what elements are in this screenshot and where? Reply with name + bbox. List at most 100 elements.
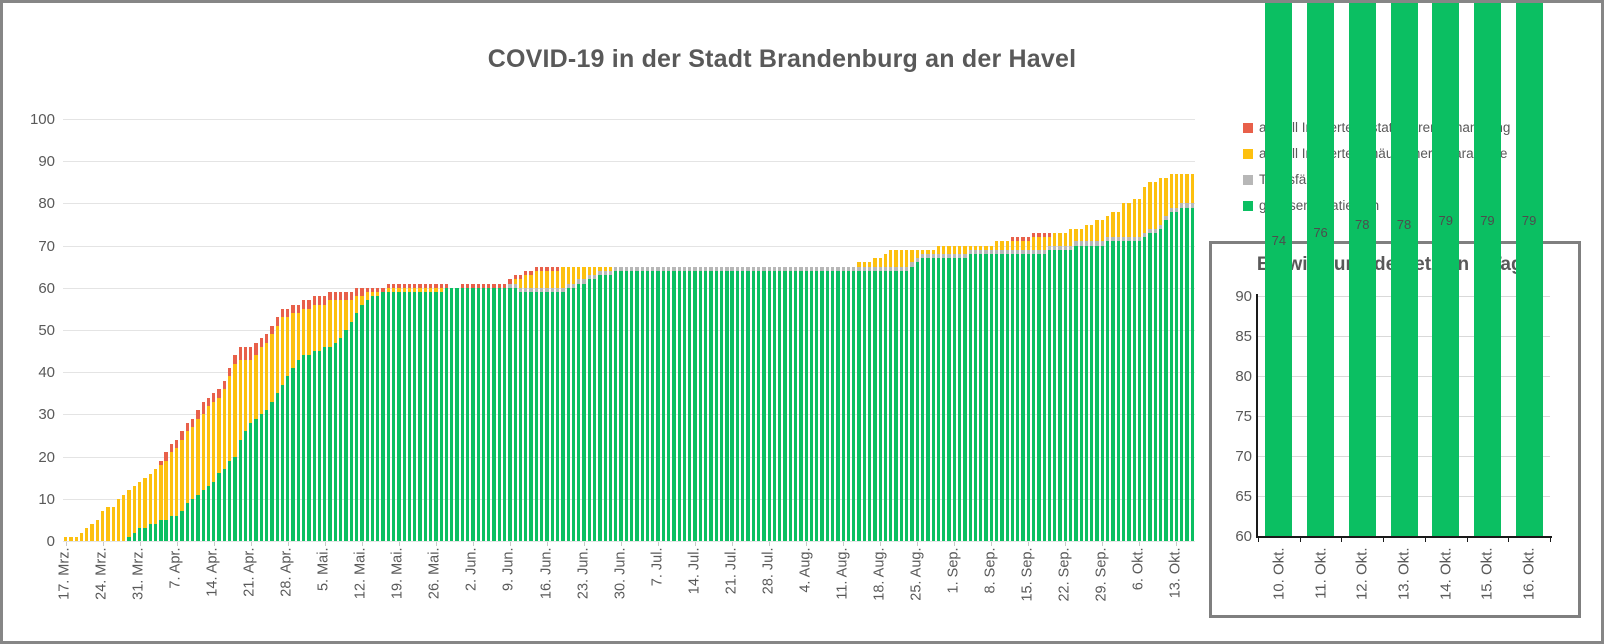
bar-segment — [376, 296, 380, 541]
bar-segment — [624, 266, 628, 271]
bar-segment — [1116, 241, 1120, 541]
bar-segment — [1032, 237, 1036, 250]
bar-segment — [238, 346, 242, 360]
bar-segment — [1158, 228, 1163, 541]
bar-segment — [989, 249, 993, 255]
bar-segment — [873, 266, 877, 271]
bar-segment — [185, 503, 189, 541]
x-tick-mark — [1065, 542, 1067, 546]
bar-segment — [1079, 228, 1083, 242]
bar-segment — [592, 266, 597, 276]
bar-segment — [317, 296, 322, 305]
bar-segment — [857, 262, 861, 267]
bar-segment — [682, 270, 687, 541]
bar-segment — [259, 338, 263, 347]
bar-segment — [190, 427, 195, 499]
x-tick-label: 26. Mai. — [426, 547, 443, 599]
bar-segment — [534, 292, 539, 541]
bar-segment — [153, 469, 158, 525]
bar-segment — [942, 254, 946, 259]
bar-segment — [751, 266, 755, 271]
main-chart-plot — [63, 119, 1195, 542]
bar-segment — [1180, 207, 1184, 541]
bar-segment — [957, 254, 962, 259]
bar-segment — [1069, 249, 1073, 541]
bar-segment — [1132, 199, 1136, 238]
bar-segment — [428, 287, 433, 293]
bar-segment — [989, 245, 993, 250]
inset-bar-segment — [1515, 3, 1543, 536]
bar-segment — [704, 266, 708, 271]
bar-segment — [566, 266, 570, 284]
bar-segment — [159, 460, 163, 466]
inset-x-tick-mark — [1383, 538, 1385, 542]
bar-segment — [857, 266, 861, 271]
bar-segment — [153, 524, 158, 541]
bar-segment — [725, 266, 729, 271]
bar-segment — [963, 254, 967, 259]
bar-segment — [831, 266, 835, 271]
bar-segment — [1190, 173, 1194, 204]
bar-segment — [979, 249, 983, 255]
bar-segment — [1132, 237, 1136, 242]
bar-segment — [1053, 249, 1057, 541]
x-tick-label: 14. Apr. — [204, 547, 221, 597]
bar-segment — [444, 287, 449, 541]
bar-segment — [344, 292, 348, 301]
bar-segment — [640, 270, 644, 541]
bar-segment — [614, 266, 618, 271]
bar-segment — [1143, 232, 1147, 238]
bar-segment — [1042, 254, 1046, 541]
y-tick-label: 90 — [38, 153, 55, 171]
bar-segment — [497, 283, 502, 288]
x-tick-label: 6. Okt. — [1130, 547, 1147, 590]
bar-segment — [667, 266, 671, 271]
inset-panel: Entwicklung der letzten 7 Tage 606570758… — [1209, 3, 1581, 618]
gridline — [63, 372, 1195, 374]
inset-value-label: 74 — [1271, 232, 1287, 248]
bar-segment — [868, 262, 872, 267]
bar-segment — [1042, 249, 1046, 255]
bar-segment — [629, 270, 634, 541]
bar-segment — [106, 507, 110, 541]
bar-segment — [968, 245, 972, 250]
inset-value-label: 78 — [1355, 216, 1370, 232]
inset-value-label: 76 — [1313, 224, 1328, 240]
bar-segment — [423, 283, 427, 288]
bar-segment — [942, 258, 946, 541]
bar-segment — [809, 270, 814, 541]
bar-segment — [868, 266, 872, 271]
bar-segment — [296, 359, 301, 541]
bar-segment — [624, 270, 628, 541]
bar-segment — [1053, 245, 1057, 250]
bar-segment — [1037, 249, 1041, 255]
y-tick-label: 10 — [38, 490, 55, 508]
bar-segment — [1021, 241, 1025, 250]
bar-segment — [577, 279, 581, 284]
bar-segment — [148, 473, 152, 525]
bar-segment — [561, 287, 565, 293]
bar-segment — [243, 431, 248, 541]
bar-segment — [550, 292, 554, 541]
bar-segment — [190, 498, 195, 541]
bar-segment — [233, 355, 237, 364]
bar-segment — [286, 308, 290, 318]
bar-segment — [175, 448, 179, 516]
inset-bar-segment — [1432, 3, 1460, 536]
bar-segment — [1121, 241, 1126, 541]
inset-value-label: 79 — [1438, 212, 1453, 228]
bar-segment — [360, 287, 364, 297]
inset-x-tick-mark — [1258, 538, 1259, 542]
bar-segment — [1037, 232, 1041, 238]
bar-segment — [169, 515, 174, 541]
bar-segment — [1063, 232, 1068, 246]
bar-segment — [455, 287, 459, 541]
bar-segment — [762, 270, 766, 541]
bar-segment — [741, 270, 745, 541]
bar-segment — [497, 287, 502, 541]
bar-segment — [545, 292, 549, 541]
gridline — [63, 161, 1195, 163]
bar-segment — [1143, 237, 1147, 541]
bar-segment — [577, 266, 581, 280]
bar-segment — [407, 283, 412, 288]
